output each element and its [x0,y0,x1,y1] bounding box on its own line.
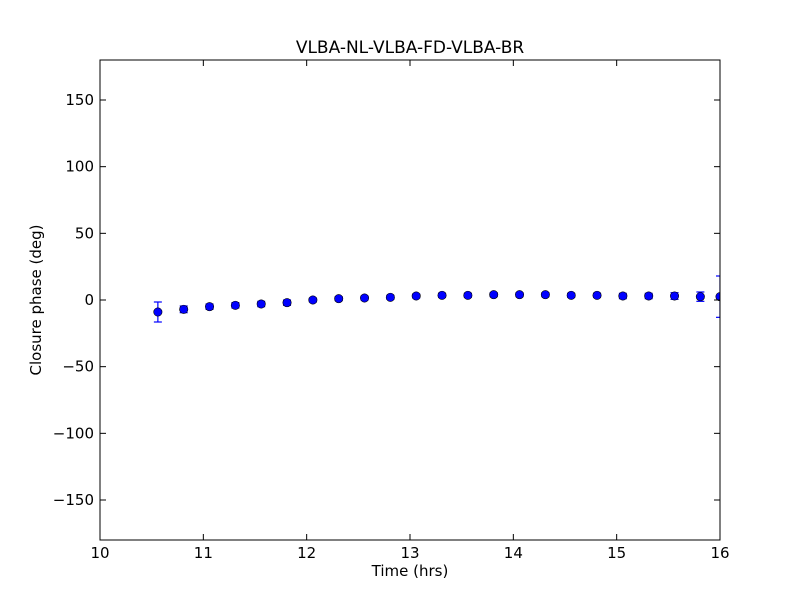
y-tick-label: −150 [53,491,94,509]
data-point [670,291,680,301]
y-tick-label: −100 [53,424,94,442]
x-tick-label: 16 [710,544,729,562]
data-point [463,290,473,300]
x-axis-label: Time (hrs) [371,562,449,580]
data-point [282,298,292,308]
y-tick-labels: −150 −100 −50 0 50 100 150 [53,91,94,509]
data-point [256,299,266,309]
y-tick-label: 0 [84,291,94,309]
data-point [540,290,550,300]
data-point [592,290,602,300]
data-point [515,290,525,300]
chart-title: VLBA-NL-VLBA-FD-VLBA-BR [296,38,525,58]
data-point [618,291,628,301]
data-point [230,300,240,310]
data-point [385,292,395,302]
y-tick-label: 100 [65,158,94,176]
x-tick-labels: 10 11 12 13 14 15 16 [90,544,729,562]
data-point [489,290,499,300]
data-point [437,290,447,300]
data-point [205,302,215,312]
data-point [308,295,318,305]
data-point [153,307,163,317]
x-tick-label: 10 [90,544,109,562]
data-point [360,293,370,303]
axis-ticks [99,60,721,540]
x-tick-label: 15 [607,544,626,562]
data-point [695,292,705,302]
data-point [566,290,576,300]
y-tick-label: −50 [62,358,94,376]
x-tick-label: 11 [194,544,213,562]
data-point [644,291,654,301]
x-tick-label: 14 [504,544,523,562]
data-point [411,291,421,301]
x-tick-label: 13 [400,544,419,562]
y-axis-label: Closure phase (deg) [27,225,45,376]
data-series [153,275,720,323]
y-tick-label: 150 [65,91,94,109]
data-point [334,294,344,304]
y-tick-label: 50 [75,224,94,242]
x-tick-label: 12 [297,544,316,562]
data-point [179,304,189,314]
